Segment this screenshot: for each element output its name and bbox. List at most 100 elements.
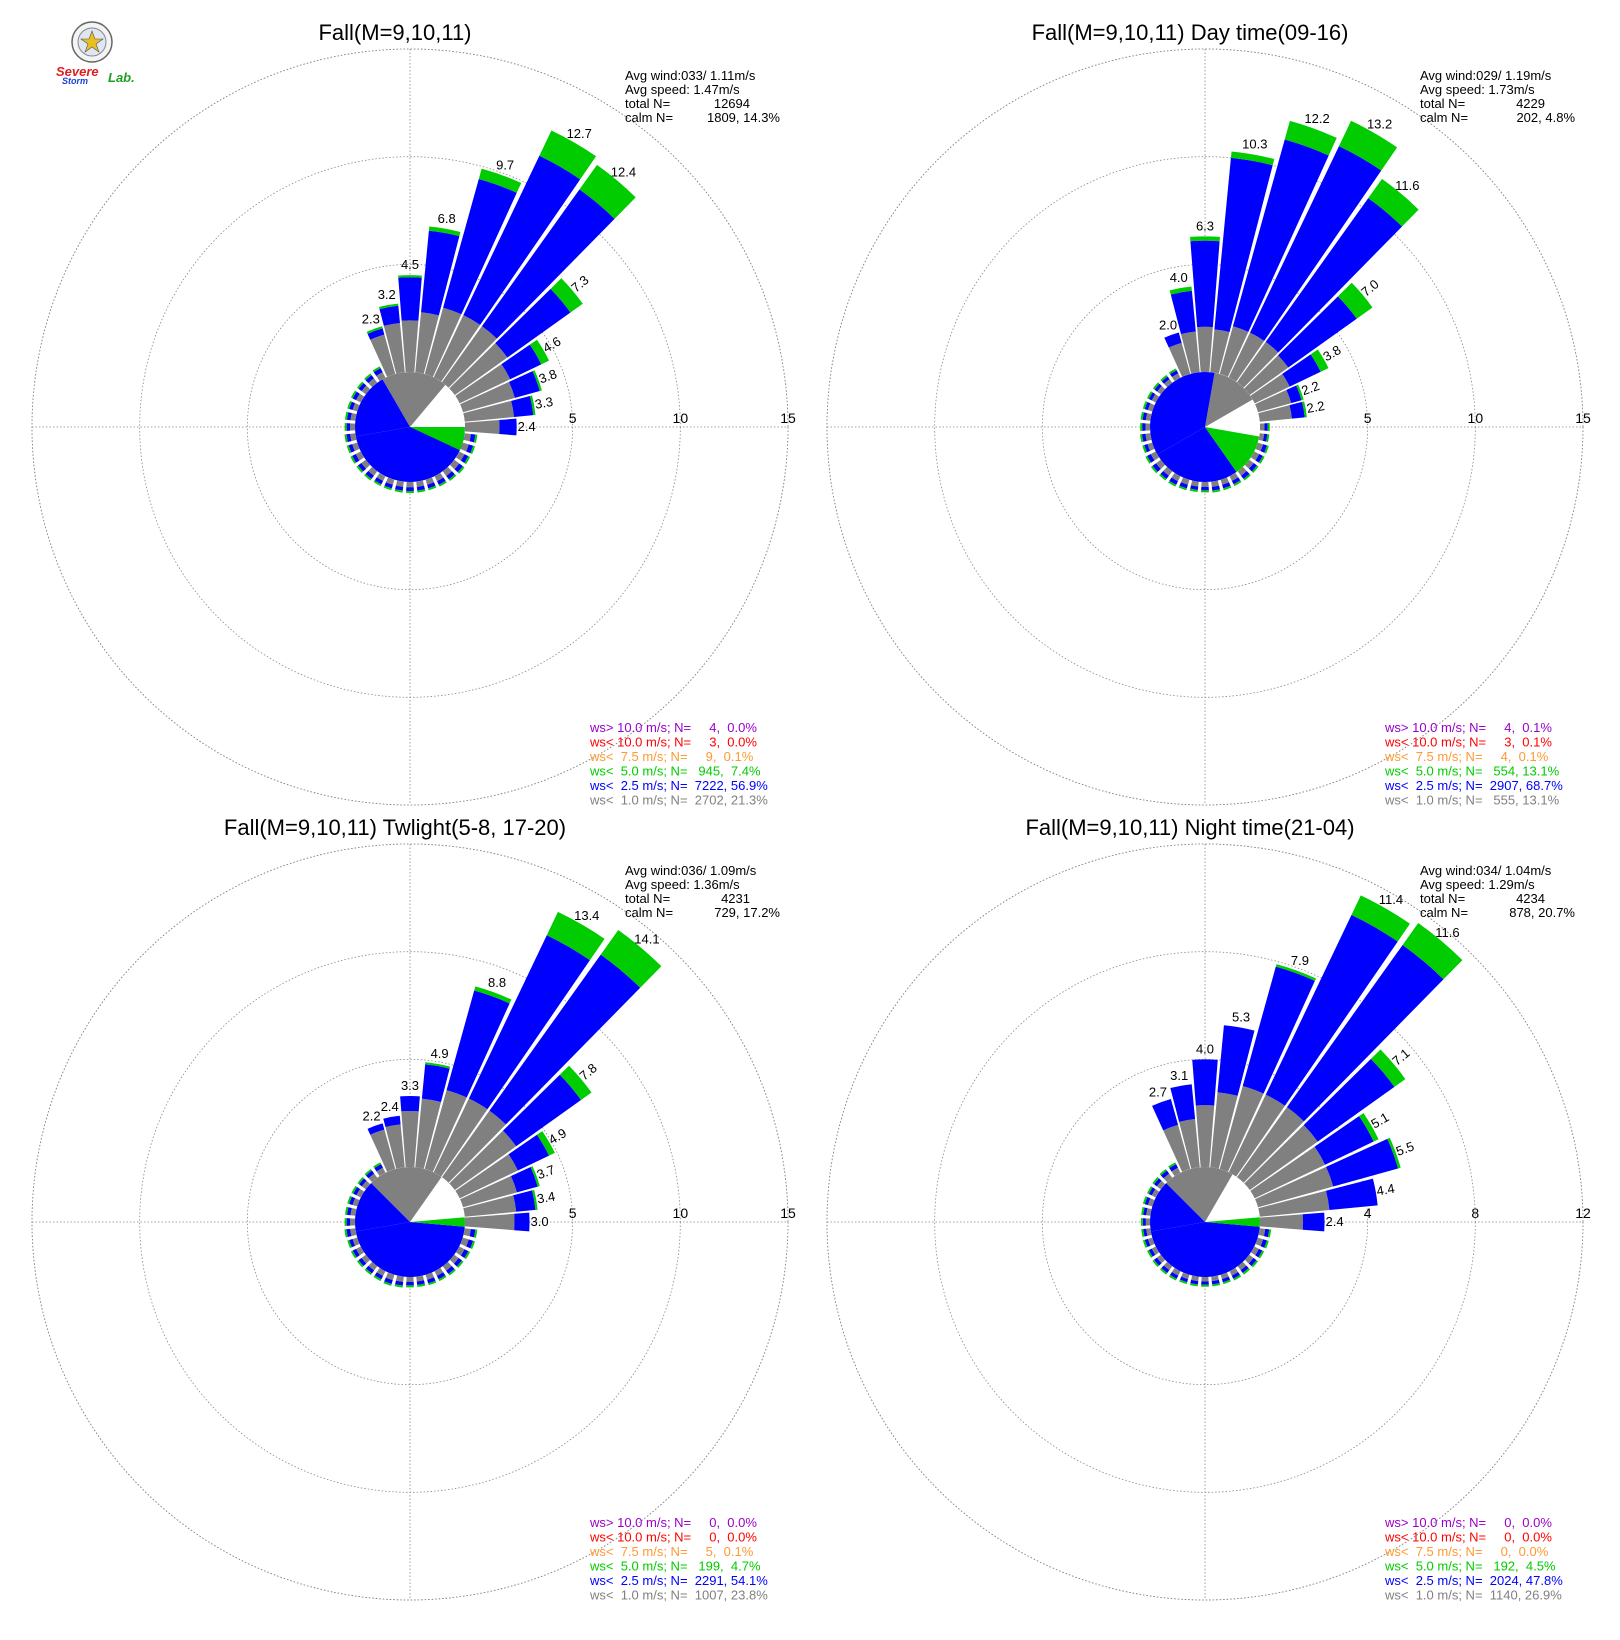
small-bar-green [1233,1274,1242,1281]
small-bar-gray [460,442,469,452]
small-bar-green [1145,455,1152,464]
small-bar-gray [368,1261,378,1271]
bar-green [579,164,636,219]
bar-value-label: 8.8 [488,975,506,990]
small-bar-green [1142,401,1148,410]
small-bar-green [1142,445,1147,454]
small-bar-blue [1248,463,1257,472]
center-blue-sector [355,427,465,482]
ring-label: 8 [1471,1205,1479,1221]
small-bar-gray [1229,1267,1239,1276]
small-bar-green [356,465,364,473]
bar-blue [1190,240,1220,328]
small-bar-blue [1142,423,1146,431]
small-bar-gray [385,1272,395,1281]
bar-value-label: 13.2 [1367,117,1392,132]
small-bar-blue [1148,392,1156,401]
bar-value-label: 3.7 [535,1162,557,1182]
small-bar-gray [356,393,365,403]
bar-gray [449,1130,517,1191]
small-bar-green [470,1240,476,1250]
bar-gray [415,1098,442,1169]
bar-green [559,1065,592,1101]
bar-blue [1302,1212,1325,1232]
small-bar-gray [1145,423,1151,431]
bar-gray [1258,405,1292,422]
small-bar-gray [1237,466,1247,476]
small-bar-gray [356,1246,365,1256]
small-bar-gray [376,472,386,481]
small-bar-green [1189,1283,1198,1287]
bar-value-label: 3.0 [531,1214,549,1229]
small-bar-gray [1258,1228,1266,1237]
legend-entry: ws< 10.0 m/s; N= 3, 0.1% [1384,735,1552,750]
info-total-value: 4231 [721,891,750,906]
small-bar-green [1189,488,1198,492]
bar-green [478,168,522,193]
small-bar-green [1212,1283,1221,1287]
small-bar-blue [437,477,446,485]
grid-ring [246,263,574,591]
legend-entry: ws< 7.5 m/s; N= 9, 0.1% [589,749,754,764]
small-bar-blue [1170,370,1179,378]
bar-value-label: 4.5 [401,257,419,272]
bar-blue [1286,385,1302,404]
center-gray-sector [1166,1167,1233,1222]
bar-gray [424,307,462,377]
small-bar-blue [436,1272,446,1280]
small-bar-gray [1220,1272,1229,1280]
small-bar-green [405,490,415,493]
bar-blue [510,1167,538,1193]
small-bar-green [428,485,437,491]
small-bar-blue [346,433,352,442]
bar-blue [421,1064,450,1103]
bar-green [1368,178,1419,227]
small-bar-green [344,1229,348,1238]
small-bar-blue [365,470,374,479]
small-bar-gray [460,1237,469,1247]
small-bar-green [438,480,447,487]
bar-blue [1170,1084,1196,1122]
small-bar-green [394,1284,403,1288]
bar-green [1337,282,1373,319]
small-bar-green [345,1206,349,1215]
info-avg-speed: Avg speed: 1.47m/s [625,82,740,97]
bar-value-label: 3.3 [401,1078,419,1093]
small-bar-gray [368,378,378,388]
small-bar-gray [350,1208,357,1216]
center-gray-sector [1205,372,1253,427]
small-bar-blue [1222,482,1231,489]
legend-entry: ws< 2.5 m/s; N= 2024, 47.8% [1384,1573,1563,1588]
small-bar-green [1264,445,1269,454]
wind-rose-panel: 5 10 158.813.414.17.84.93.73.43.04.93.32.4… [31,815,796,1603]
wind-rose-panel: 4 8 127.911.411.67.15.15.54.42.45.34.03.12… [826,815,1591,1603]
small-bar-green [1266,434,1270,443]
logo-word-storm: Storm [62,76,88,86]
small-bar-blue [416,1280,425,1285]
bar-gray [1180,331,1200,374]
small-bar-blue [1255,454,1263,463]
small-bar-blue [446,1265,455,1274]
small-bar-green [1233,480,1242,487]
small-bar-blue [1190,485,1199,490]
small-bar-blue [1143,1207,1148,1216]
legend-entry: ws< 1.0 m/s; N= 2702, 21.3% [589,793,768,808]
bar-value-label: 2.2 [1305,398,1325,416]
info-avg-speed: Avg speed: 1.36m/s [625,877,740,892]
small-bar-green [1152,1259,1160,1268]
bar-blue [1152,1098,1179,1131]
info-total-value: 12694 [714,96,750,111]
small-bar-blue [374,1272,384,1280]
small-bar-gray [434,1267,444,1276]
small-bar-green [448,1268,456,1276]
info-total-value: 4229 [1516,96,1545,111]
center-blue-sector-2 [1150,372,1215,455]
legend-entry: ws> 10.0 m/s; N= 0, 0.0% [1384,1515,1552,1530]
bar-gray [1195,1105,1215,1168]
small-bar-green [1141,1229,1145,1237]
small-bar-blue [384,1277,393,1284]
small-bar-gray [1211,1275,1219,1282]
small-bar-blue [1142,412,1148,421]
small-bar-blue [349,1196,356,1205]
bar-gray [1255,389,1292,413]
